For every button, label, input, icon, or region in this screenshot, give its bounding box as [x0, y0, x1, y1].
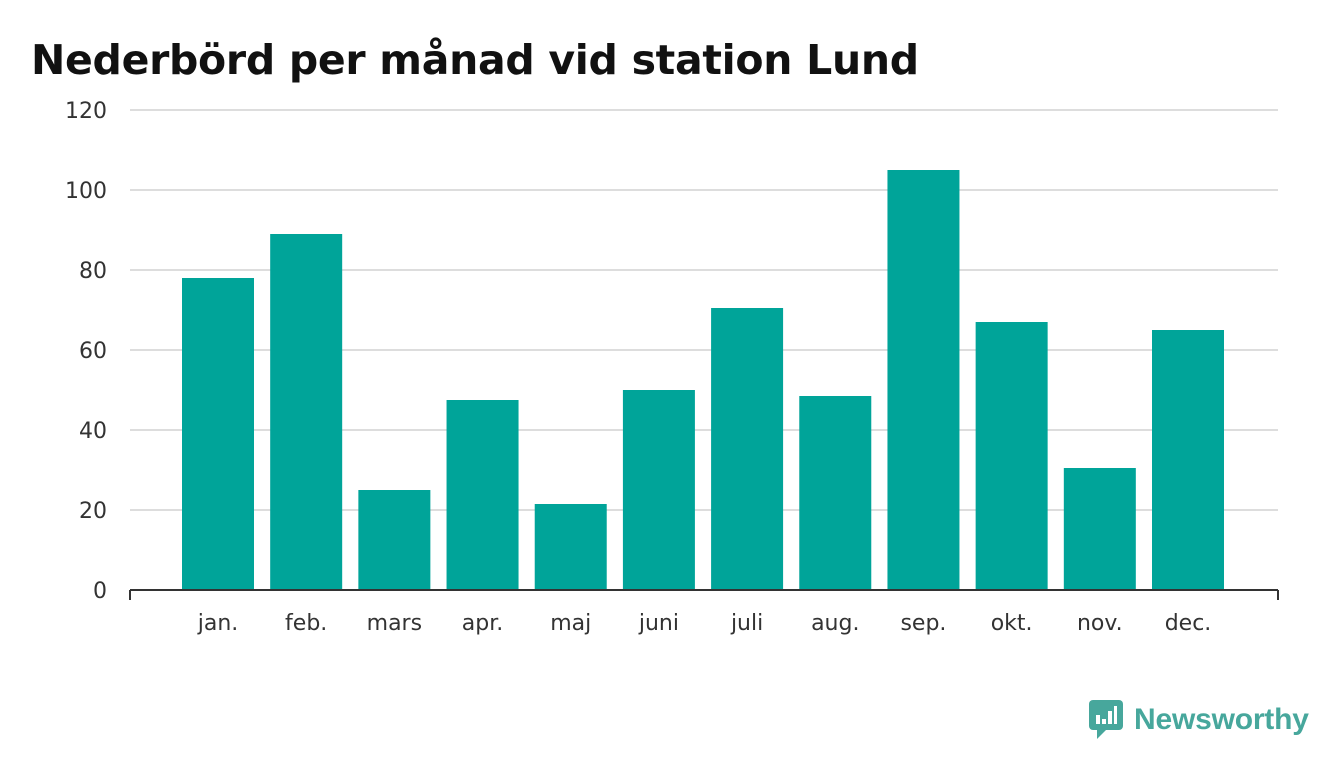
bar: [975, 322, 1048, 590]
x-axis-labels: jan. feb. mars apr. maj juni juli aug. sep. okt. n…: [197, 611, 1212, 636]
bar: [1063, 468, 1136, 590]
bar: [1152, 330, 1224, 590]
y-axis-ticks: 0 20 40 60 80 100 120: [65, 99, 107, 604]
bar: [270, 234, 343, 590]
x-tick-label: okt.: [991, 611, 1033, 636]
x-axis: [129, 589, 1279, 600]
bar: [358, 490, 431, 590]
y-tick-label: 40: [79, 419, 107, 444]
bar: [182, 278, 254, 590]
bar: [887, 170, 960, 590]
bar: [446, 400, 519, 590]
y-tick-label: 100: [65, 179, 107, 204]
newsworthy-logo-icon: [1089, 700, 1123, 739]
bar: [622, 390, 695, 590]
x-tick-label: feb.: [285, 611, 327, 636]
x-tick-label: aug.: [811, 611, 859, 636]
x-tick-label: nov.: [1077, 611, 1123, 636]
bar: [534, 504, 607, 590]
y-tick-label: 60: [79, 339, 107, 364]
x-tick-label: sep.: [900, 611, 946, 636]
brand-name: Newsworthy: [1134, 703, 1309, 736]
y-tick-label: 20: [79, 499, 107, 524]
y-tick-label: 120: [65, 99, 107, 124]
x-tick-label: maj: [550, 611, 591, 636]
bar: [799, 396, 872, 590]
bars: [182, 170, 1224, 590]
bar: [711, 308, 784, 590]
y-tick-label: 0: [93, 579, 107, 604]
chart-title: Nederbörd per månad vid station Lund: [31, 36, 919, 84]
x-tick-label: dec.: [1165, 611, 1212, 636]
x-tick-label: mars: [367, 611, 422, 636]
x-tick-label: jan.: [197, 611, 239, 636]
x-tick-label: juni: [638, 611, 679, 636]
newsworthy-brand: Newsworthy: [1088, 698, 1309, 742]
x-tick-label: juli: [730, 611, 763, 636]
x-tick-label: apr.: [462, 611, 503, 636]
y-tick-label: 80: [79, 259, 107, 284]
